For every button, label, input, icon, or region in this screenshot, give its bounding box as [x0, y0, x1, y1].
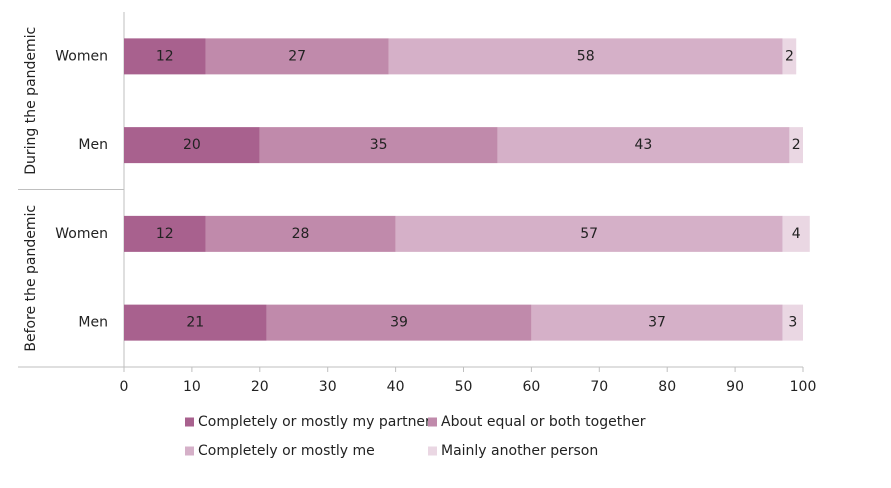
data-label: 21 [186, 315, 204, 331]
bar-segment [497, 127, 790, 164]
data-label: 20 [183, 137, 201, 153]
x-tick-label: 80 [658, 379, 676, 395]
y-tick-label: Men [78, 315, 108, 331]
bar-segment [124, 127, 260, 164]
x-tick-label: 90 [726, 379, 744, 395]
legend-label: Mainly another person [441, 443, 598, 459]
legend-label: Completely or mostly my partner [198, 414, 431, 430]
legend-swatch [185, 446, 194, 456]
data-label: 2 [792, 137, 801, 153]
legend-label: Completely or mostly me [198, 443, 375, 459]
bar-segment [531, 304, 783, 341]
x-tick-label: 40 [387, 379, 405, 395]
legend-swatch [428, 417, 437, 427]
data-label: 12 [156, 226, 174, 242]
y-tick-label: Women [55, 48, 108, 64]
group-label: Before the pandemic [23, 205, 39, 352]
data-label: 39 [390, 315, 408, 331]
bar-segment [782, 304, 803, 341]
bar-segment [205, 38, 389, 75]
bar-segment [782, 38, 797, 75]
data-label: 35 [370, 137, 388, 153]
legend-label: About equal or both together [441, 414, 646, 430]
bar-segment [266, 304, 532, 341]
data-label: 3 [788, 315, 797, 331]
legend-swatch [185, 417, 194, 427]
bar-segment [789, 127, 803, 164]
data-label: 58 [577, 48, 595, 64]
bar-segment [395, 215, 783, 252]
x-tick-label: 0 [120, 379, 129, 395]
x-tick-label: 60 [522, 379, 540, 395]
data-label: 37 [648, 315, 666, 331]
data-label: 2 [785, 48, 794, 64]
x-tick-label: 100 [790, 379, 817, 395]
data-label: 57 [580, 226, 598, 242]
bar-segment [124, 38, 206, 75]
y-tick-label: Men [78, 137, 108, 153]
bar-segment [124, 215, 206, 252]
x-tick-label: 20 [251, 379, 269, 395]
x-tick-label: 30 [319, 379, 337, 395]
y-tick-label: Women [55, 226, 108, 242]
data-label: 43 [635, 137, 653, 153]
bar-segment [388, 38, 783, 75]
data-label: 28 [292, 226, 310, 242]
x-tick-label: 10 [183, 379, 201, 395]
x-tick-label: 70 [590, 379, 608, 395]
data-label: 12 [156, 48, 174, 64]
data-label: 4 [792, 226, 801, 242]
group-label: During the pandemic [23, 27, 39, 175]
bar-segment [259, 127, 498, 164]
bar-segment [782, 215, 810, 252]
legend-swatch [428, 446, 437, 456]
data-label: 27 [288, 48, 306, 64]
bar-segment [124, 304, 267, 341]
bar-segment [205, 215, 396, 252]
x-tick-label: 50 [455, 379, 473, 395]
